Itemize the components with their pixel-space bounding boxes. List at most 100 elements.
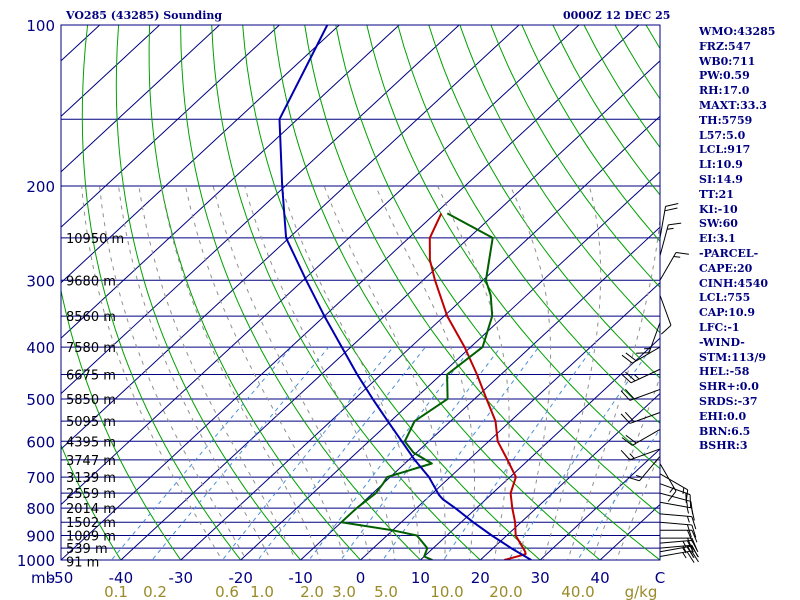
index-item: EI:3.1 xyxy=(699,232,736,246)
height-label: 3139 m xyxy=(66,471,116,486)
dry-adiabat-line xyxy=(273,25,601,560)
moist-adiabat-line xyxy=(437,185,510,560)
temperature-tick-label: C xyxy=(655,569,665,587)
dry-adiabat-line xyxy=(397,25,660,424)
height-label: 539 m xyxy=(66,542,108,557)
height-label: 4395 m xyxy=(66,435,116,450)
moist-adiabat-line xyxy=(185,185,346,560)
wind-barb xyxy=(659,463,677,502)
height-label: 91 m xyxy=(66,555,99,570)
index-item: STM:113/9 xyxy=(699,350,766,364)
mixing-ratio-line xyxy=(308,346,473,560)
dry-adiabat-line xyxy=(304,25,660,560)
index-item: RH:17.0 xyxy=(699,84,750,98)
mixing-ratio-line xyxy=(110,346,292,560)
index-item: CAPE:20 xyxy=(699,261,753,275)
isotherm-line xyxy=(61,25,280,228)
moist-adiabat-line xyxy=(375,185,475,560)
dry-adiabat-line xyxy=(366,25,660,470)
index-item: EHI:0.0 xyxy=(699,409,747,423)
wind-barb xyxy=(636,322,661,354)
mixing-ratio-label: 1.0 xyxy=(250,583,274,600)
index-item: TT:21 xyxy=(699,187,734,201)
index-item: PW:0.59 xyxy=(699,69,750,83)
mixing-ratio-label: 0.6 xyxy=(215,583,239,600)
dewpoint-profile-line xyxy=(340,212,494,560)
temperature-profile-line xyxy=(428,212,527,560)
wind-barb xyxy=(620,448,661,461)
wind-barb xyxy=(659,473,689,503)
mixing-ratio-line xyxy=(577,428,660,560)
height-label: 7580 m xyxy=(66,341,116,356)
dry-adiabat-line xyxy=(180,25,422,560)
moist-adiabat-line xyxy=(212,185,371,560)
valid-time: 0000Z 12 DEC 25 xyxy=(563,9,671,22)
moist-adiabat-line xyxy=(118,186,272,560)
index-item: LCL:755 xyxy=(699,291,751,305)
temperature-tick-label: -20 xyxy=(228,569,253,587)
pressure-tick-label: 900 xyxy=(26,528,55,546)
index-item: BRN:6.5 xyxy=(699,424,751,438)
isotherm-line xyxy=(240,171,660,560)
mixing-ratio-line xyxy=(382,346,540,560)
wind-barb xyxy=(620,388,661,401)
index-item: L57:5.0 xyxy=(699,128,746,142)
height-label: 1502 m xyxy=(66,516,116,531)
height-label: 6675 m xyxy=(66,368,116,383)
height-label: 10950 m xyxy=(66,232,124,247)
index-item: KI:-10 xyxy=(699,202,738,216)
moist-adiabat-line xyxy=(244,185,396,560)
moist-adiabat-line xyxy=(591,376,660,560)
isotherm-line xyxy=(539,448,660,560)
mixing-ratio-line xyxy=(340,346,502,560)
isotherm-line xyxy=(180,115,660,560)
isotherm-line xyxy=(61,25,460,395)
mixing-ratio-label: 3.0 xyxy=(332,583,356,600)
mixing-ratio-label: 20.0 xyxy=(489,583,522,600)
moist-adiabat-line xyxy=(138,186,296,560)
moist-adiabat-line xyxy=(615,451,660,560)
isotherm-line xyxy=(479,392,660,560)
temperature-tick-label: -30 xyxy=(169,569,194,587)
wind-barb xyxy=(626,455,661,482)
mixing-ratio-label: 2.0 xyxy=(300,583,324,600)
temperature-tick-label: 40 xyxy=(591,569,610,587)
isotherm-line xyxy=(61,25,520,450)
dry-adiabat-line xyxy=(490,25,660,288)
dry-adiabat-line xyxy=(428,25,660,379)
dry-adiabat-line xyxy=(81,25,242,560)
wind-barb xyxy=(659,252,689,281)
isotherm-line xyxy=(61,25,640,560)
mixing-ratio-label: 0.1 xyxy=(104,583,128,600)
index-item: SHR+:0.0 xyxy=(699,380,759,394)
wind-barb xyxy=(660,529,698,543)
temperature-tick-label: 20 xyxy=(471,569,490,587)
wind-barb xyxy=(659,550,699,563)
height-label: 5850 m xyxy=(66,393,116,408)
pressure-tick-label: 800 xyxy=(26,500,55,518)
mixing-ratio-label: 40.0 xyxy=(561,583,594,600)
temperature-tick-label: -10 xyxy=(288,569,313,587)
wind-barb xyxy=(659,295,672,335)
isotherm-line xyxy=(300,226,660,560)
index-item: HEL:-58 xyxy=(699,365,750,379)
pressure-tick-label: 400 xyxy=(26,339,55,357)
index-item: WMO:43285 xyxy=(699,25,776,38)
isotherm-line xyxy=(120,60,660,560)
index-item: -WIND- xyxy=(699,335,745,349)
pressure-tick-label: 300 xyxy=(26,272,55,290)
index-item: -PARCEL- xyxy=(699,246,759,260)
temperature-tick-label: -50 xyxy=(49,569,74,587)
index-item: CINH:4540 xyxy=(699,276,769,290)
isotherm-line xyxy=(61,25,220,173)
moist-adiabat-line xyxy=(81,186,223,560)
wind-barb xyxy=(621,368,661,384)
index-item: LCL:917 xyxy=(699,143,751,157)
pressure-tick-label: 500 xyxy=(26,391,55,409)
wind-barb xyxy=(659,501,695,521)
wind-barb xyxy=(621,346,661,364)
pressure-tick-label: 600 xyxy=(26,433,55,451)
dry-adiabat-line xyxy=(148,25,362,560)
temperature-tick-label: 0 xyxy=(356,569,366,587)
